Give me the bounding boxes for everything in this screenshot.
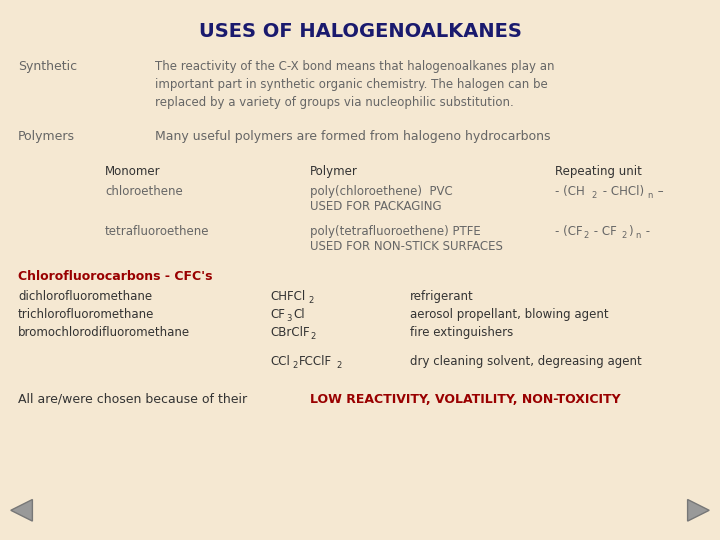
Text: 2: 2 <box>308 296 313 305</box>
Text: LOW REACTIVITY, VOLATILITY, NON-TOXICITY: LOW REACTIVITY, VOLATILITY, NON-TOXICITY <box>310 393 621 406</box>
Text: - CF: - CF <box>590 225 617 238</box>
Text: bromochlorodifluoromethane: bromochlorodifluoromethane <box>18 326 190 339</box>
Text: USED FOR PACKAGING: USED FOR PACKAGING <box>310 200 441 213</box>
Text: 2: 2 <box>583 231 588 240</box>
Text: FCClF: FCClF <box>299 355 332 368</box>
Text: CBrClF: CBrClF <box>270 326 310 339</box>
Text: chloroethene: chloroethene <box>105 185 183 198</box>
Text: fire extinguishers: fire extinguishers <box>410 326 513 339</box>
Text: - CHCl): - CHCl) <box>599 185 644 198</box>
Text: 2: 2 <box>310 332 315 341</box>
Text: USES OF HALOGENOALKANES: USES OF HALOGENOALKANES <box>199 22 521 41</box>
Text: All are/were chosen because of their: All are/were chosen because of their <box>18 393 247 406</box>
Text: Repeating unit: Repeating unit <box>555 165 642 178</box>
Text: 2: 2 <box>591 191 596 200</box>
Text: 2: 2 <box>621 231 626 240</box>
Text: Synthetic: Synthetic <box>18 60 77 73</box>
Text: 3: 3 <box>286 314 292 323</box>
Text: Polymers: Polymers <box>18 130 75 143</box>
Text: 2: 2 <box>292 361 297 370</box>
Text: - (CF: - (CF <box>555 225 582 238</box>
Text: n: n <box>635 231 640 240</box>
Text: n: n <box>647 191 652 200</box>
Text: - (CH: - (CH <box>555 185 585 198</box>
Text: -: - <box>642 225 650 238</box>
Text: dichlorofluoromethane: dichlorofluoromethane <box>18 290 152 303</box>
Text: Chlorofluorocarbons - CFC's: Chlorofluorocarbons - CFC's <box>18 270 212 283</box>
Text: Many useful polymers are formed from halogeno hydrocarbons: Many useful polymers are formed from hal… <box>155 130 551 143</box>
Text: tetrafluoroethene: tetrafluoroethene <box>105 225 210 238</box>
Text: Cl: Cl <box>293 308 305 321</box>
Text: 2: 2 <box>336 361 341 370</box>
Text: ): ) <box>628 225 633 238</box>
Text: Polymer: Polymer <box>310 165 358 178</box>
Text: –: – <box>654 185 664 198</box>
Text: CHFCl: CHFCl <box>270 290 305 303</box>
Text: refrigerant: refrigerant <box>410 290 474 303</box>
Text: poly(tetrafluoroethene) PTFE: poly(tetrafluoroethene) PTFE <box>310 225 481 238</box>
Text: poly(chloroethene)  PVC: poly(chloroethene) PVC <box>310 185 453 198</box>
Text: CF: CF <box>270 308 285 321</box>
Text: Monomer: Monomer <box>105 165 161 178</box>
Text: aerosol propellant, blowing agent: aerosol propellant, blowing agent <box>410 308 608 321</box>
Text: The reactivity of the C-X bond means that halogenoalkanes play an
important part: The reactivity of the C-X bond means tha… <box>155 60 554 109</box>
Text: CCl: CCl <box>270 355 290 368</box>
Text: trichlorofluoromethane: trichlorofluoromethane <box>18 308 154 321</box>
Text: USED FOR NON-STICK SURFACES: USED FOR NON-STICK SURFACES <box>310 240 503 253</box>
Text: dry cleaning solvent, degreasing agent: dry cleaning solvent, degreasing agent <box>410 355 642 368</box>
